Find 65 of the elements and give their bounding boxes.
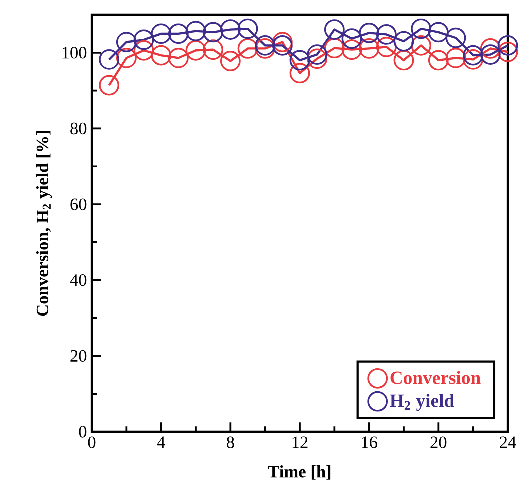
point (411, 35, 432, 56)
point (290, 50, 310, 71)
point (324, 38, 345, 59)
point (307, 48, 328, 70)
x-axis-title: Time [h] (268, 466, 331, 480)
point (376, 37, 397, 58)
y-tick-label: 80 (70, 122, 87, 135)
point (394, 50, 414, 71)
point (134, 30, 154, 50)
point (116, 48, 137, 68)
point (428, 50, 449, 71)
point (480, 38, 501, 59)
point (238, 18, 258, 40)
point (463, 45, 484, 66)
x-tick-label: 4 (157, 436, 166, 448)
x-tick-label: 16 (362, 436, 378, 448)
legend-label: H$_{2}$ yield (390, 394, 454, 412)
point (290, 63, 310, 84)
y-tick-label: 40 (70, 274, 87, 286)
point (168, 24, 189, 44)
legend-label: Conversion (390, 371, 481, 384)
point (255, 38, 276, 59)
point (498, 42, 518, 62)
point (463, 50, 484, 70)
point (428, 22, 449, 43)
x-tick-label: 8 (227, 436, 234, 448)
point (134, 40, 154, 61)
y-tick-label: 60 (70, 198, 87, 210)
point (116, 32, 137, 52)
point (99, 75, 120, 96)
y-tick-label: 100 (62, 47, 87, 59)
point (307, 44, 328, 65)
point (255, 35, 276, 56)
point (151, 24, 172, 44)
point (168, 48, 189, 68)
point (238, 38, 258, 59)
point (272, 35, 293, 56)
point (446, 48, 466, 68)
point (480, 44, 501, 65)
point (324, 20, 345, 40)
x-tick-label: 0 (88, 436, 96, 448)
point (394, 31, 414, 52)
point (272, 32, 293, 52)
y-tick-label: 20 (70, 350, 87, 362)
point (342, 28, 362, 50)
point (203, 40, 224, 60)
point (342, 40, 362, 60)
y-tick-label: 0 (79, 426, 87, 438)
point (186, 21, 206, 42)
point (359, 38, 380, 59)
point (99, 50, 120, 70)
point (186, 40, 206, 61)
point (359, 22, 380, 44)
point (376, 24, 397, 45)
point (220, 20, 241, 40)
x-tick-label: 12 (292, 436, 308, 448)
y-axis-title: Conversion, H$_{2}$ yield [%] (36, 131, 52, 316)
point (411, 18, 432, 40)
point (498, 35, 518, 56)
point (220, 51, 241, 72)
point (446, 28, 466, 48)
point (151, 45, 172, 66)
x-tick-label: 24 (500, 436, 516, 448)
x-tick-label: 20 (430, 436, 447, 448)
point (203, 22, 224, 43)
